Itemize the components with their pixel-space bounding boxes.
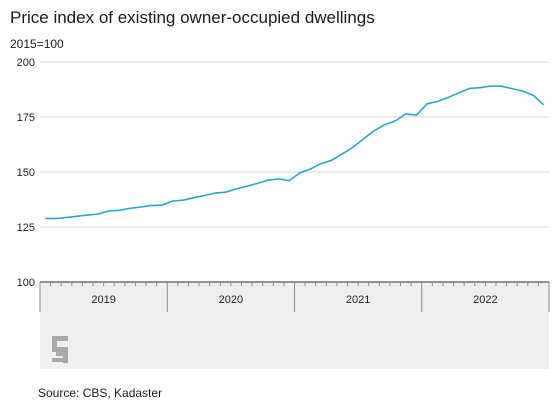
x-tick-label-2019: 2019 xyxy=(91,294,115,306)
gridlines xyxy=(40,61,549,283)
y-axis-unit-label: 2015=100 xyxy=(10,37,64,51)
y-tick-label-200: 200 xyxy=(17,57,35,69)
y-tick-label-150: 150 xyxy=(17,167,35,179)
chart-title: Price index of existing owner-occupied d… xyxy=(10,8,375,27)
y-axis-ticks: 100 125 150 175 200 xyxy=(17,57,35,289)
x-tick-label-2020: 2020 xyxy=(219,294,243,306)
series-line-0 xyxy=(45,85,545,220)
y-tick-label-175: 175 xyxy=(17,112,35,124)
y-tick-label-125: 125 xyxy=(17,222,35,234)
series-layer xyxy=(45,85,545,220)
cbs-logo xyxy=(52,336,68,363)
source-note: Source: CBS, Kadaster xyxy=(38,386,163,400)
y-tick-label-100: 100 xyxy=(17,277,35,289)
x-axis: 2019 2020 2021 2022 xyxy=(39,282,550,312)
x-tick-label-2021: 2021 xyxy=(346,294,370,306)
x-tick-label-2022: 2022 xyxy=(473,294,497,306)
